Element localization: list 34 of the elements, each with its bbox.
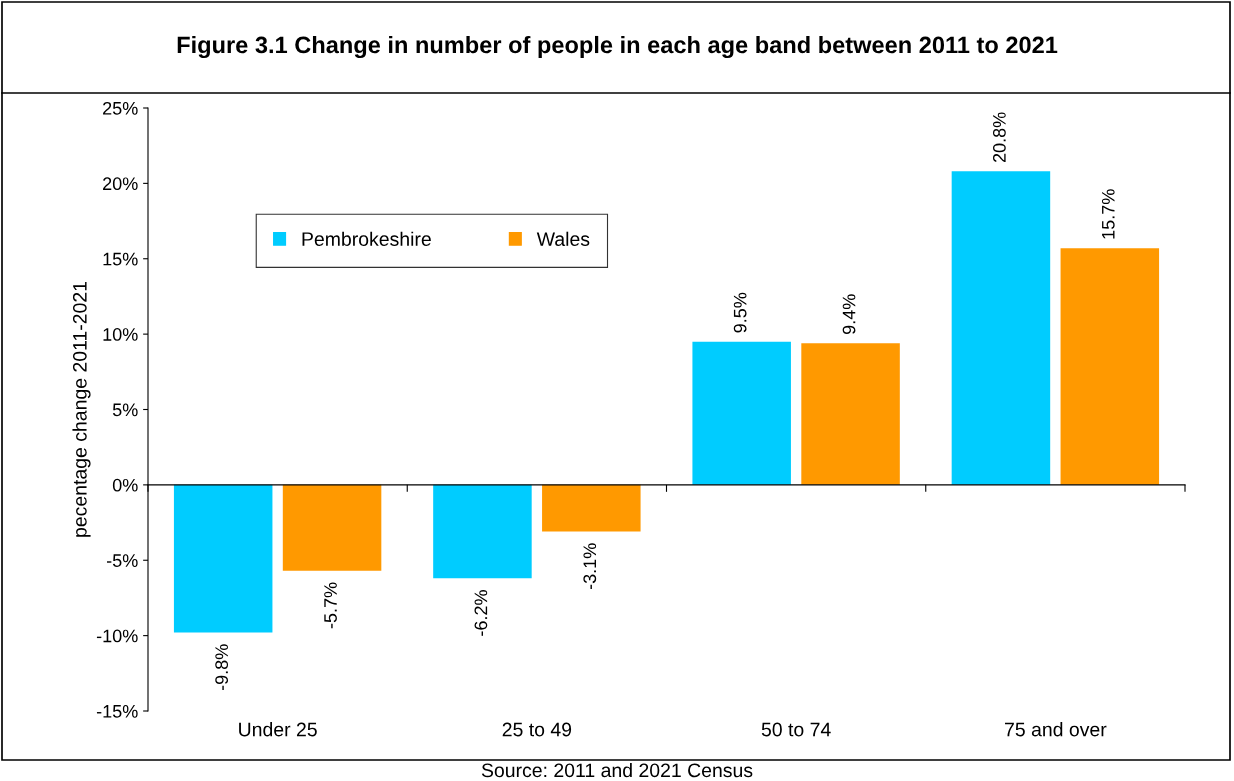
- data-label: 15.7%: [1101, 189, 1115, 239]
- y-tick-label: 10%: [103, 328, 138, 341]
- data-label: 9.4%: [842, 294, 856, 334]
- bar: [433, 484, 532, 579]
- y-tick-label: 25%: [103, 101, 138, 115]
- y-tick-label: 0%: [112, 478, 138, 492]
- bar: [801, 343, 900, 485]
- data-label: -3.1%: [583, 543, 597, 590]
- data-label: -6.2%: [474, 590, 488, 636]
- y-tick-label: 5%: [112, 403, 138, 417]
- data-label: 20.8%: [992, 112, 1006, 163]
- y-tick-label: 20%: [103, 177, 138, 191]
- chart-title: Figure 3.1 Change in number of people in each age band between 2011 to 2021: [177, 35, 1058, 59]
- bar: [173, 484, 273, 633]
- x-tick-label: 50 to 74: [761, 722, 831, 737]
- x-tick-label: 25 to 49: [502, 722, 572, 737]
- y-tick-label: -10%: [96, 629, 138, 643]
- legend-label: Pembrokeshire: [302, 231, 431, 246]
- bar: [282, 484, 382, 571]
- data-label: 9.5%: [733, 292, 747, 333]
- y-tick-label: -15%: [96, 705, 138, 718]
- bar: [951, 171, 1051, 485]
- x-tick-label: 75 and over: [1005, 722, 1107, 737]
- y-axis-title: pecentage change 2011-2021: [72, 281, 91, 537]
- data-label: -9.8%: [215, 644, 229, 691]
- y-tick-label: 15%: [103, 252, 138, 266]
- legend-label: Wales: [536, 231, 590, 246]
- x-tick-label: Under 25: [239, 722, 317, 737]
- bar: [542, 484, 641, 532]
- y-tick-label: -5%: [106, 554, 138, 567]
- bar: [1060, 248, 1160, 485]
- data-label: -5.7%: [324, 582, 337, 629]
- source-note: Source: 2011 and 2021 Census: [481, 762, 753, 778]
- bar: [692, 341, 791, 485]
